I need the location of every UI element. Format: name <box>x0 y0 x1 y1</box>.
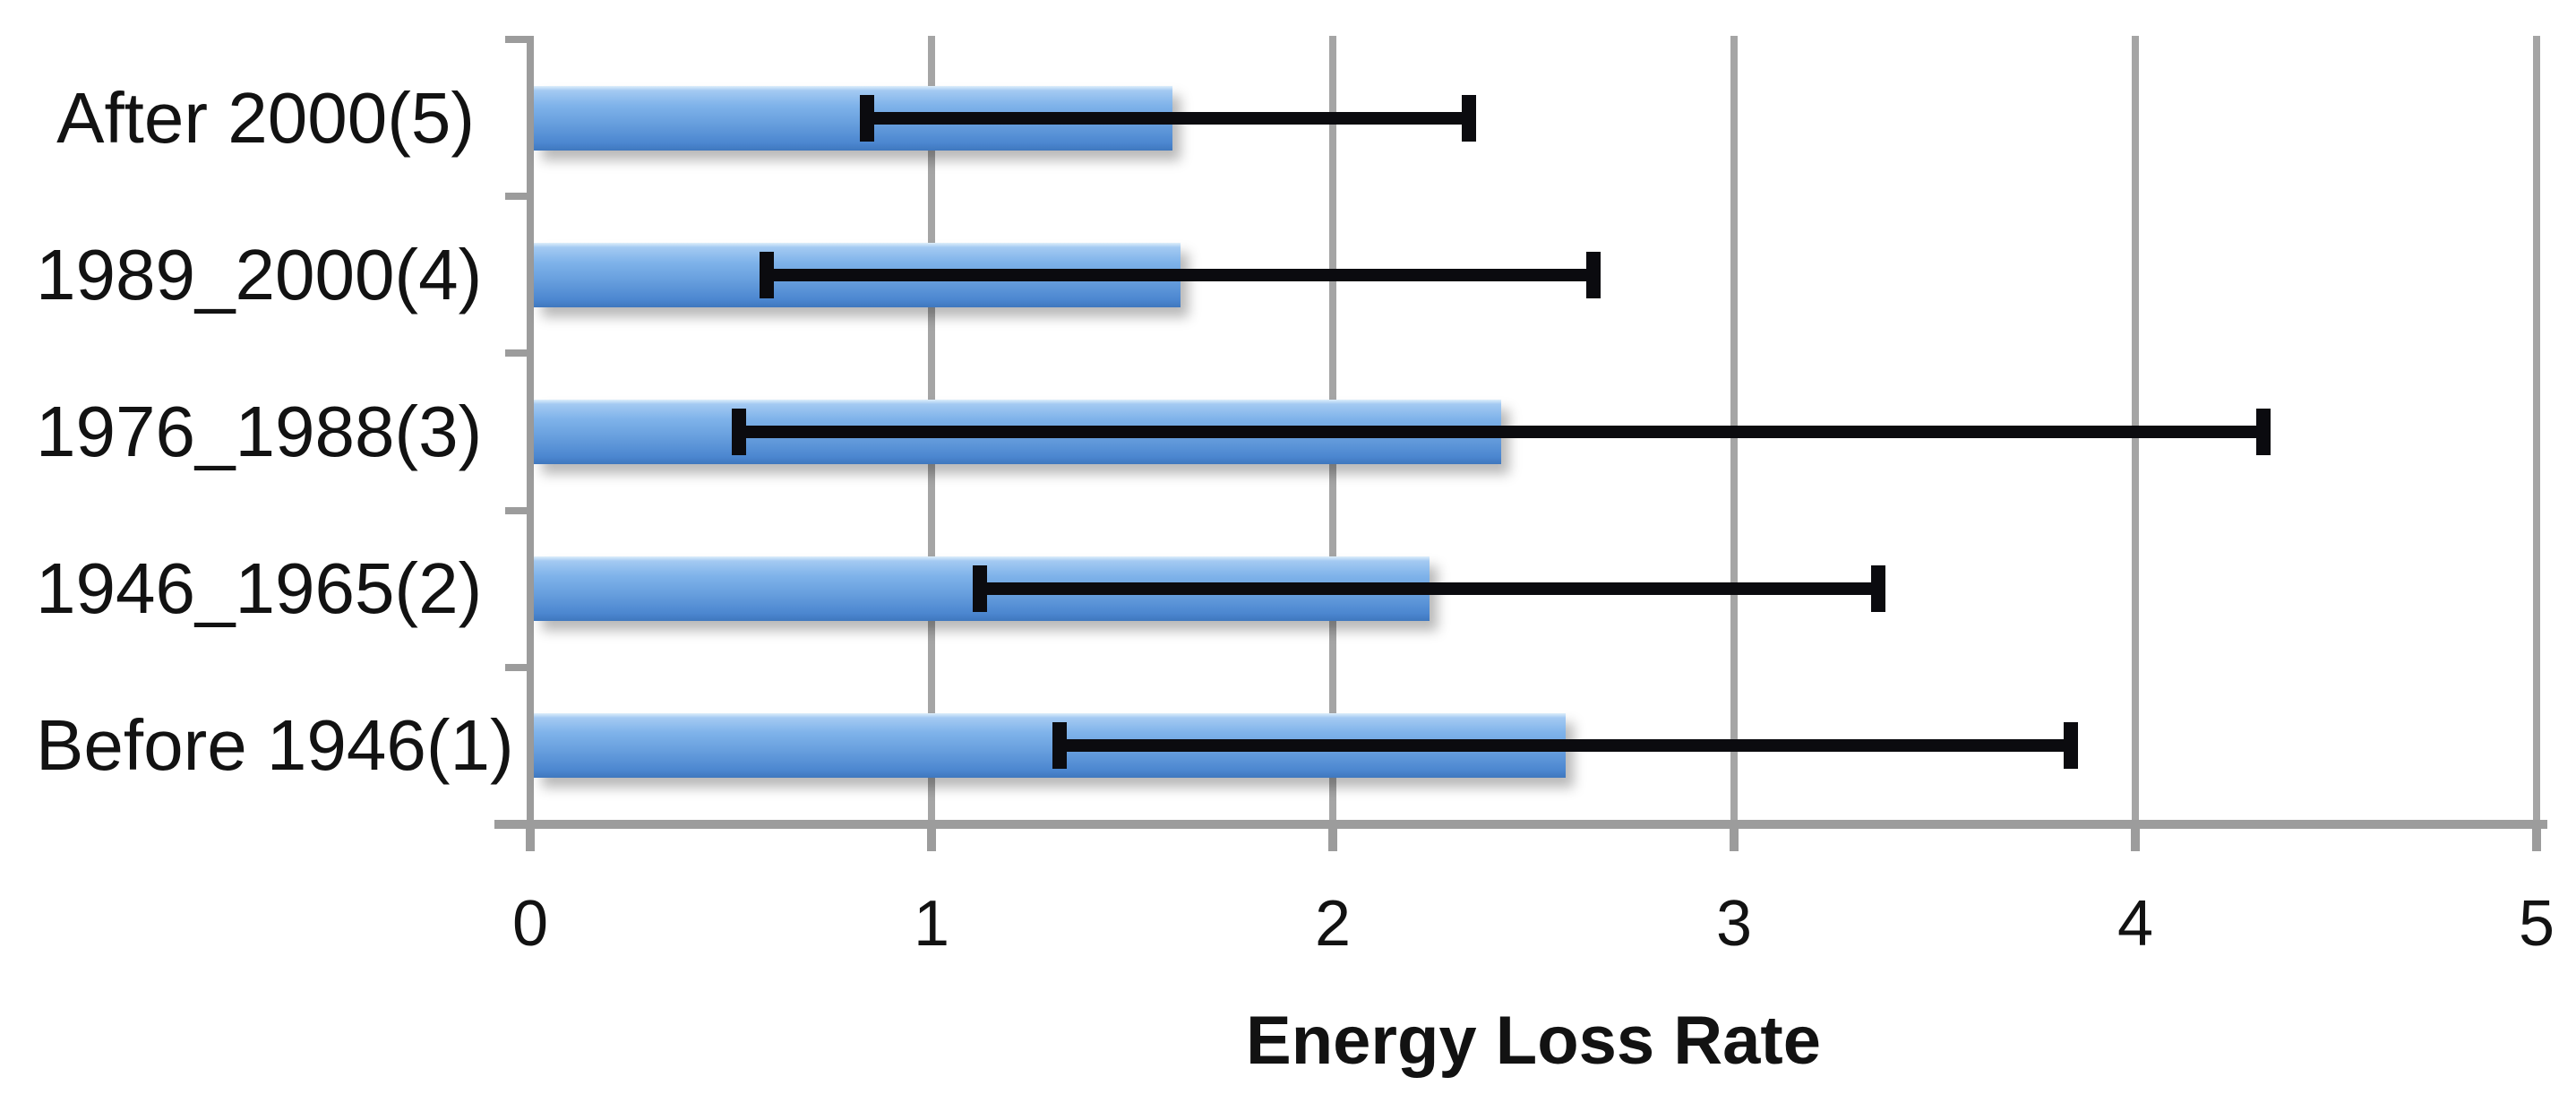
error-bar <box>1060 739 2072 753</box>
error-bar-cap-low <box>860 94 875 142</box>
gridline <box>2533 36 2540 824</box>
error-bar <box>867 111 1470 125</box>
error-bar-cap-high <box>1586 251 1601 298</box>
error-bar-cap-low <box>731 409 746 455</box>
x-axis-tick <box>927 824 936 851</box>
x-tick-label: 1 <box>913 888 950 960</box>
x-axis-tick <box>526 824 535 851</box>
x-axis-tick <box>1328 824 1337 851</box>
x-tick-label: 4 <box>2117 888 2154 960</box>
y-axis-tick <box>505 821 530 828</box>
x-tick-label: 5 <box>2518 888 2555 960</box>
y-axis-tick <box>505 349 530 358</box>
category-label: 1989_2000(4) <box>36 234 483 315</box>
y-axis-line <box>527 36 534 824</box>
error-bar-cap-low <box>972 565 987 613</box>
category-label: 1976_1988(3) <box>36 392 483 471</box>
y-axis-tick <box>505 663 530 671</box>
error-bar <box>738 426 2264 438</box>
x-axis-tick <box>1730 824 1739 851</box>
error-bar-cap-low <box>1052 722 1068 770</box>
y-axis-tick <box>505 36 530 43</box>
y-axis-tick <box>505 193 530 201</box>
category-label: After 2000(5) <box>56 77 475 158</box>
error-bar <box>767 268 1594 281</box>
x-tick-label: 0 <box>511 888 549 960</box>
error-bar-cap-high <box>1871 565 1886 613</box>
category-label: Before 1946(1) <box>36 705 514 786</box>
x-axis-tick <box>2131 824 2140 851</box>
x-axis-title: Energy Loss Rate <box>1246 1003 1821 1079</box>
category-label: 1946_1965(2) <box>36 548 483 629</box>
error-bar-cap-high <box>2256 409 2271 455</box>
y-axis-tick <box>505 506 530 514</box>
x-axis-line <box>494 820 2547 829</box>
x-tick-label: 3 <box>1715 888 1753 960</box>
error-bar-cap-high <box>2064 722 2079 770</box>
error-bar-cap-low <box>760 251 775 298</box>
error-bar <box>979 582 1879 596</box>
x-tick-label: 2 <box>1314 888 1352 960</box>
x-axis-tick <box>2532 824 2541 851</box>
error-bar-cap-high <box>1462 94 1477 142</box>
